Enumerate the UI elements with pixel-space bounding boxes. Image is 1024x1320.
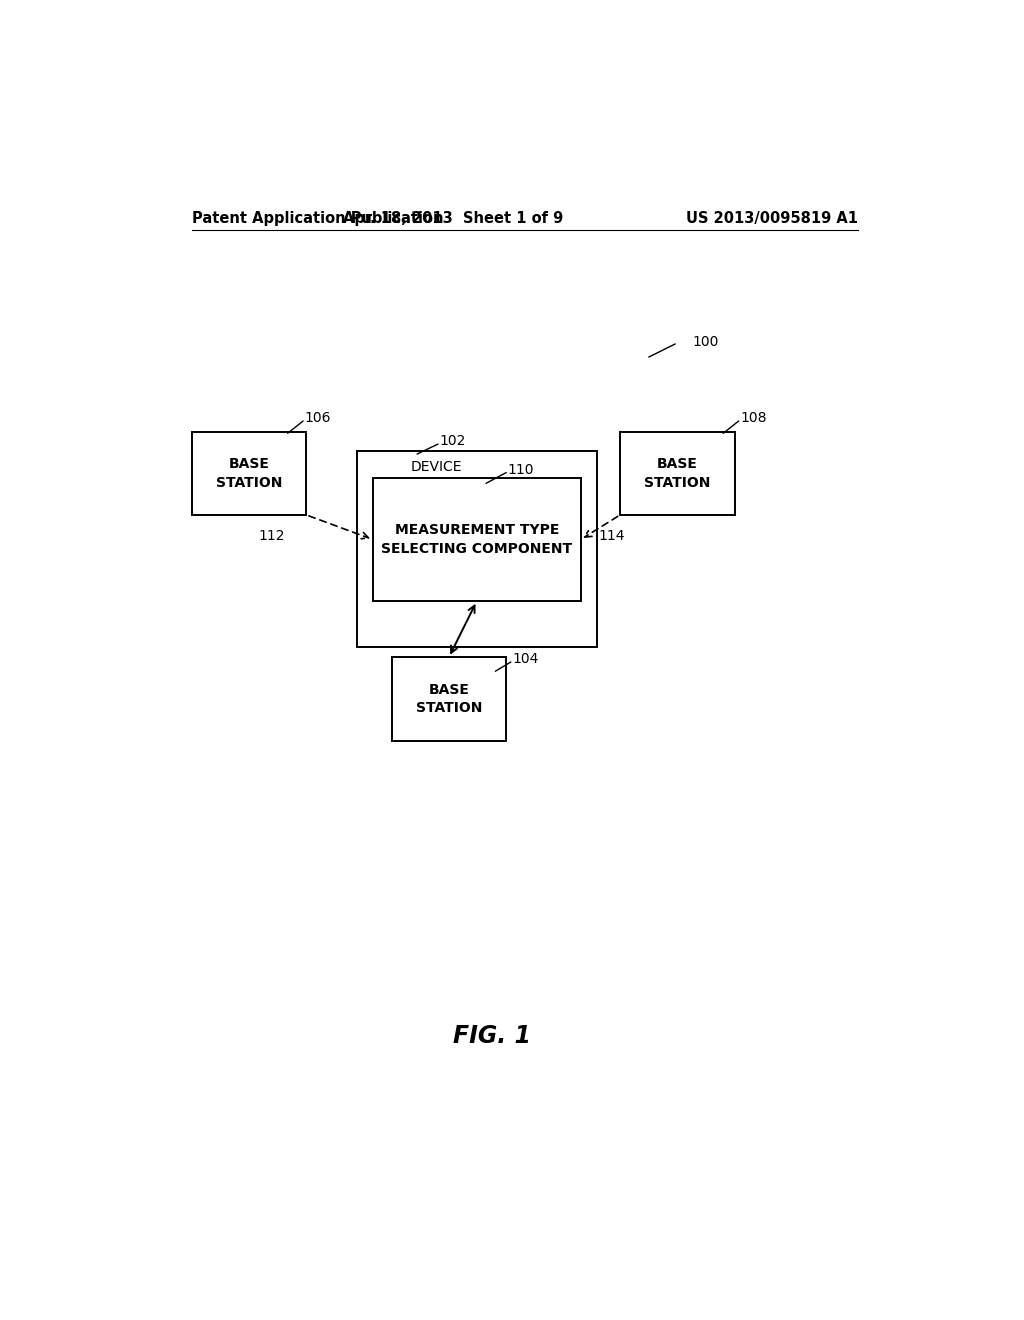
Text: 106: 106 (305, 411, 331, 425)
Text: 102: 102 (439, 434, 466, 447)
Text: 104: 104 (512, 652, 539, 665)
Text: BASE
STATION: BASE STATION (644, 457, 711, 490)
Bar (373, 478, 581, 601)
Text: Patent Application Publication: Patent Application Publication (191, 211, 443, 226)
Text: BASE
STATION: BASE STATION (216, 457, 282, 490)
Bar (191, 432, 306, 515)
Bar (356, 451, 597, 647)
Bar (391, 657, 506, 741)
Text: BASE
STATION: BASE STATION (416, 682, 482, 715)
Text: 114: 114 (598, 529, 625, 543)
Text: Apr. 18, 2013  Sheet 1 of 9: Apr. 18, 2013 Sheet 1 of 9 (343, 211, 563, 226)
Text: DEVICE: DEVICE (411, 461, 463, 474)
Text: 100: 100 (692, 335, 719, 348)
Text: US 2013/0095819 A1: US 2013/0095819 A1 (686, 211, 858, 226)
Text: 112: 112 (258, 529, 285, 543)
Text: 108: 108 (740, 411, 767, 425)
Text: FIG. 1: FIG. 1 (454, 1024, 531, 1048)
Bar (621, 432, 735, 515)
Text: 110: 110 (508, 463, 535, 478)
Text: MEASUREMENT TYPE
SELECTING COMPONENT: MEASUREMENT TYPE SELECTING COMPONENT (381, 523, 572, 556)
